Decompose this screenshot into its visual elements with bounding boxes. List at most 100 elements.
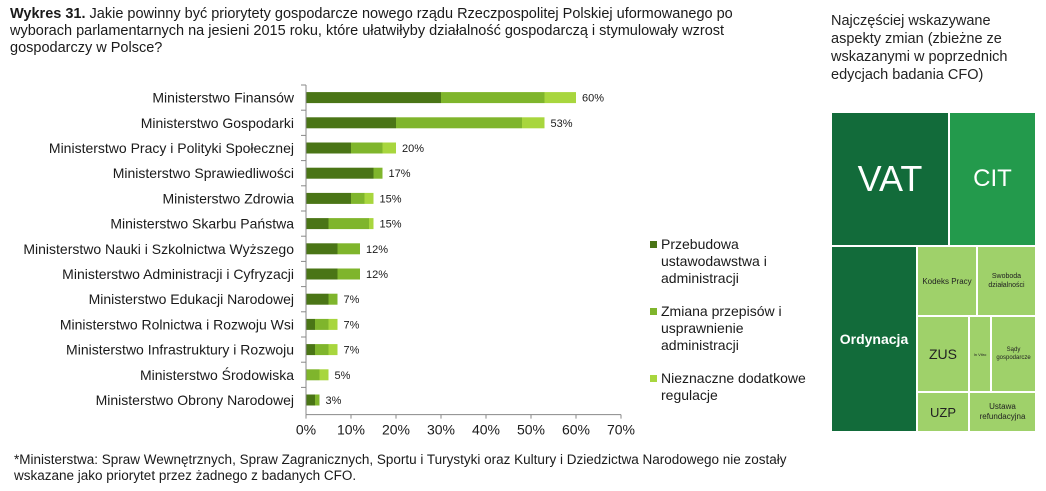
chart-title-label: Wykres 31. — [10, 6, 86, 22]
category-label: Ministerstwo Skarbu Państwa — [110, 216, 294, 232]
category-label: Ministerstwo Sprawiedliwości — [113, 165, 294, 181]
bar-segment — [315, 344, 329, 356]
bar-segment — [328, 318, 338, 330]
data-label: 17% — [389, 168, 411, 180]
category-label: Ministerstwo Zdrowia — [163, 190, 295, 206]
bar-segment — [328, 218, 369, 230]
category-label: Ministerstwo Pracy i Polityki Społecznej — [49, 140, 294, 156]
data-label: 15% — [380, 193, 402, 205]
stacked-bar-chart: Ministerstwo Finansów 60% Ministerstwo Gos… — [23, 84, 635, 438]
treemap-label-uzp: UZP — [930, 404, 956, 420]
chart-title-text: Jakie powinny być priorytety gospodarcze… — [10, 6, 733, 56]
treemap-label-zus: ZUS — [929, 346, 957, 362]
bar-segment — [306, 192, 351, 204]
data-label: 3% — [326, 395, 342, 407]
bar-segment — [441, 92, 545, 104]
treemap-cell-kodeks-pracy: Kodeks Pracy — [917, 246, 977, 316]
bar-segment — [382, 142, 396, 154]
treemap-cell-uzp: UZP — [917, 392, 969, 432]
data-label: 7% — [344, 319, 360, 331]
bar-segment — [328, 344, 338, 356]
bar-segment — [306, 293, 329, 305]
category-label: Ministerstwo Edukacji Narodowej — [89, 291, 294, 307]
bar-segment — [306, 218, 329, 230]
bar-segment — [306, 318, 315, 330]
legend-swatch-series-3 — [650, 375, 657, 382]
bar-segment — [337, 243, 360, 255]
data-label: 5% — [335, 370, 351, 382]
bar-segment — [315, 318, 329, 330]
bar-segment — [351, 142, 383, 154]
bar-segment — [306, 369, 320, 381]
bar-segment — [522, 117, 545, 129]
category-label: Ministerstwo Finansów — [152, 90, 294, 106]
treemap-cell-ustawa: Ustawa refundacyjna — [969, 392, 1036, 432]
x-tick-label: 30% — [427, 422, 455, 438]
bar-segment — [544, 92, 576, 104]
category-label: Ministerstwo Gospodarki — [141, 115, 294, 131]
bar-segment — [306, 394, 315, 406]
bar-segment — [373, 167, 383, 179]
treemap-label-ordynacja: Ordynacja — [839, 331, 909, 347]
data-label: 7% — [344, 345, 360, 357]
legend-swatch-series-2 — [650, 308, 657, 315]
legend-label-series-1: Przebudowa ustawodawstwa i administracji — [661, 236, 767, 286]
bar-segment — [306, 117, 396, 129]
bar-segment — [328, 293, 338, 305]
bar-segment — [306, 344, 315, 356]
bar-segment — [364, 192, 374, 204]
legend-item-series-3: Nieznaczne dodatkowe regulacje — [650, 370, 821, 404]
legend-item-series-2: Zmiana przepisów i usprawnienie administ… — [650, 303, 811, 354]
data-label: 20% — [402, 143, 424, 155]
data-label: 12% — [366, 244, 388, 256]
x-tick-label: 50% — [517, 422, 545, 438]
bar-segment — [315, 394, 320, 406]
treemap-label-vat: VAT — [857, 158, 923, 199]
data-label: 53% — [551, 118, 573, 130]
treemap-label-sady: Sądy gospodarcze — [996, 347, 1031, 361]
bar-segment — [306, 243, 338, 255]
treemap-cell-swoboda: Swoboda działalności — [977, 246, 1036, 316]
treemap-cell-zus: ZUS — [917, 316, 969, 392]
side-title: Najczęściej wskazywane aspekty zmian (zb… — [831, 13, 1008, 83]
data-label: 15% — [380, 219, 402, 231]
legend-label-series-2: Zmiana przepisów i usprawnienie administ… — [661, 303, 782, 353]
legend-item-series-1: Przebudowa ustawodawstwa i administracji — [650, 236, 811, 287]
category-label: Ministerstwo Środowiska — [140, 366, 294, 383]
bar-segment — [319, 369, 329, 381]
bar-segment — [306, 268, 338, 280]
legend-label-series-3: Nieznaczne dodatkowe regulacje — [661, 370, 806, 403]
x-tick-label: 20% — [382, 422, 410, 438]
category-label: Ministerstwo Nauki i Szkolnictwa Wyższeg… — [23, 241, 294, 257]
data-label: 60% — [582, 93, 604, 105]
bar-segment — [306, 142, 351, 154]
x-tick-label: 10% — [337, 422, 365, 438]
category-label: Ministerstwo Rolnictwa i Rozwoju Wsi — [60, 316, 294, 332]
treemap-cell-vat: VAT — [831, 112, 949, 246]
treemap-label-in-vitro: In Vitro — [973, 351, 987, 357]
x-tick-label: 70% — [607, 422, 635, 438]
bar-segment — [306, 167, 374, 179]
bar-segment — [351, 192, 365, 204]
chart-title: Wykres 31. Jakie powinny być priorytety … — [10, 6, 780, 57]
category-label: Ministerstwo Infrastruktury i Rozwoju — [66, 342, 294, 358]
treemap-cell-sady: Sądy gospodarcze — [991, 316, 1036, 392]
treemap-label-cit: CIT — [973, 165, 1012, 192]
bar-segment — [337, 268, 360, 280]
treemap-cell-in-vitro: In Vitro — [969, 316, 991, 392]
category-label: Ministerstwo Administracji i Cyfryzacji — [62, 266, 294, 282]
treemap-cell-cit: CIT — [949, 112, 1036, 246]
bar-segment — [306, 92, 441, 104]
bar-segment — [369, 218, 374, 230]
treemap-label-ustawa: Ustawa refundacyjna — [979, 402, 1026, 421]
category-label: Ministerstwo Obrony Narodowej — [96, 392, 294, 408]
treemap-cell-ordynacja: Ordynacja — [831, 246, 917, 432]
data-label: 7% — [344, 294, 360, 306]
treemap: VAT CIT Ordynacja Kodeks Pracy Swoboda d… — [831, 112, 1036, 432]
legend-swatch-series-1 — [650, 241, 657, 248]
x-tick-label: 0% — [296, 422, 316, 438]
x-tick-label: 40% — [472, 422, 500, 438]
treemap-label-swoboda: Swoboda działalności — [988, 273, 1025, 289]
treemap-label-kodeks-pracy: Kodeks Pracy — [922, 276, 972, 286]
data-label: 12% — [366, 269, 388, 281]
